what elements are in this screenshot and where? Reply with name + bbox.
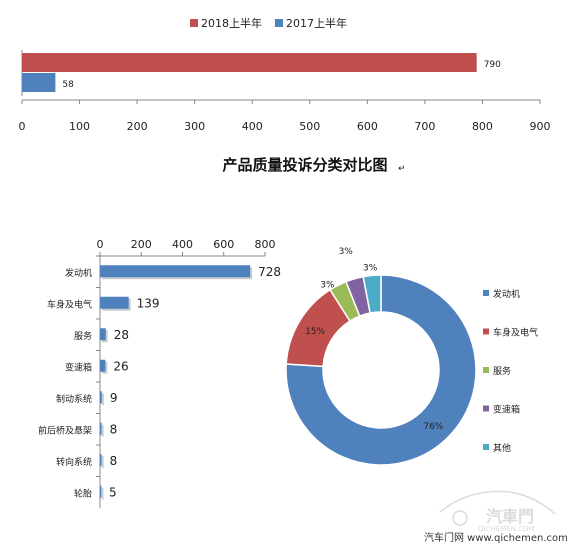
category-label: 发动机 [65, 267, 92, 279]
category-bar [100, 454, 102, 467]
top-x-tick-label: 300 [184, 120, 205, 133]
left-x-tick-label: 800 [255, 238, 276, 251]
category-bar [100, 391, 102, 404]
watermark-url: QICHEMEN.COM [478, 525, 535, 533]
top-bar-value-label: 58 [62, 80, 74, 90]
top-x-tick-label: 0 [19, 120, 26, 133]
legend-swatch-2017 [275, 19, 283, 27]
top-bar [22, 53, 477, 72]
donut-value-label: 3% [320, 280, 335, 290]
watermark-wheel-icon [452, 510, 468, 526]
donut-value-label: 3% [363, 263, 378, 273]
donut-legend-label: 变速箱 [493, 404, 520, 416]
bar-shadow [102, 487, 104, 500]
bar-shadow [102, 456, 104, 469]
watermark-car-icon [439, 490, 556, 515]
watermark-brand: 汽車門 [486, 507, 534, 526]
legend-label-2017: 2017上半年 [286, 16, 347, 30]
category-label: 轮胎 [74, 487, 92, 499]
category-value-label: 8 [110, 422, 118, 436]
donut-slice [362, 274, 382, 314]
donut-legend-swatch [483, 328, 489, 335]
legend-swatch-2018 [190, 19, 198, 27]
top-x-tick-label: 500 [299, 120, 320, 133]
top-x-tick-label: 900 [530, 120, 551, 133]
category-value-label: 728 [258, 265, 281, 279]
top-x-tick-label: 100 [69, 120, 90, 133]
chart-title: 产品质量投诉分类对比图 [222, 156, 387, 174]
top-x-tick-label: 200 [127, 120, 148, 133]
left-x-tick-label: 0 [97, 238, 104, 251]
donut-legend-swatch [483, 367, 489, 373]
category-label: 前后桥及悬架 [38, 424, 92, 436]
left-x-tick-label: 200 [131, 238, 152, 251]
bar-shadow [102, 424, 104, 437]
category-bar [100, 265, 251, 278]
category-label: 服务 [74, 330, 92, 342]
category-label: 转向系统 [56, 456, 92, 468]
source-footer: 汽车门网 www.qichemen.com [424, 531, 567, 544]
legend-label-2018: 2018上半年 [201, 16, 262, 30]
category-bar [100, 296, 129, 309]
left-x-tick-label: 400 [172, 238, 193, 251]
top-bar-value-label: 790 [484, 60, 501, 70]
donut-value-label: 76% [423, 422, 443, 432]
top-bar [22, 73, 56, 92]
top-chart-legend: 2018上半年 2017上半年 [190, 16, 347, 30]
category-label: 制动系统 [56, 393, 92, 405]
category-label: 变速箱 [65, 361, 92, 373]
donut-legend-swatch [483, 405, 489, 412]
donut-legend-swatch [483, 444, 489, 450]
top-x-tick-label: 600 [357, 120, 378, 133]
category-value-label: 139 [137, 296, 160, 310]
title-return-mark: ↵ [398, 164, 406, 174]
top-x-tick-label: 400 [242, 120, 263, 133]
category-bar-chart: 0 200 400 600 800 发动机 728 车身及电气 139 服务 28 变速箱 26 制动系统… [38, 238, 281, 508]
donut-chart: 76% 15% 3% 3% 3% [285, 247, 477, 466]
category-bar [100, 328, 106, 341]
category-label: 车身及电气 [47, 298, 92, 310]
watermark-logo: 汽車門 QICHEMEN.COM [439, 490, 556, 533]
donut-value-label: 15% [305, 327, 325, 337]
donut-value-label: 3% [339, 247, 354, 257]
category-value-label: 28 [114, 328, 129, 342]
left-x-tick-label: 600 [213, 238, 234, 251]
donut-legend-swatch [483, 290, 489, 296]
category-bar [100, 359, 106, 372]
donut-legend-label: 车身及电气 [493, 327, 538, 339]
category-value-label: 8 [110, 454, 118, 468]
category-bar [100, 485, 102, 498]
top-x-tick-label: 800 [472, 120, 493, 133]
bar-shadow [102, 393, 104, 406]
category-value-label: 5 [109, 485, 117, 499]
donut-legend-label: 发动机 [493, 288, 520, 300]
category-value-label: 9 [110, 391, 118, 405]
donut-slice [285, 274, 477, 466]
category-bar [100, 422, 102, 435]
top-x-tick-label: 700 [414, 120, 435, 133]
category-value-label: 26 [113, 359, 128, 373]
top-bar-chart: 0 100 200 300 400 500 600 700 800 900 790 58 [19, 50, 551, 133]
donut-legend-label: 其他 [493, 442, 511, 454]
donut-legend-label: 服务 [493, 365, 511, 377]
